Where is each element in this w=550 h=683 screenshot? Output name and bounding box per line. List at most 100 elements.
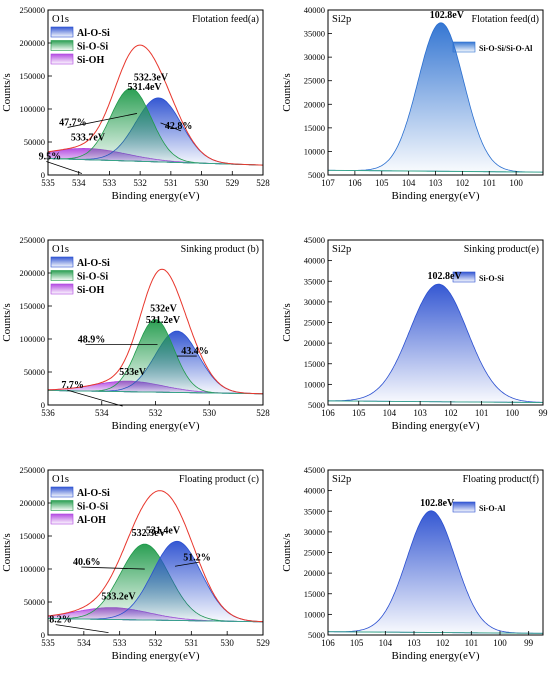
y-axis-label: Counts/s xyxy=(281,73,293,112)
y-tick-label: 5000 xyxy=(308,170,325,180)
panel-title: Sinking product (b) xyxy=(181,244,259,255)
y-tick-label: 0 xyxy=(41,400,45,410)
percent-leader-line xyxy=(67,389,123,407)
y-tick-label: 20000 xyxy=(304,99,325,109)
y-tick-label: 200000 xyxy=(20,498,46,508)
legend-entry: Si-O-Si/Si-O-Al xyxy=(479,44,533,53)
peak-position-label: 102.8eV xyxy=(427,271,462,282)
envelope-line xyxy=(48,268,264,395)
x-tick-label: 534 xyxy=(95,408,109,418)
y-tick-label: 200000 xyxy=(20,268,46,278)
x-tick-label: 100 xyxy=(506,408,520,418)
peak-position-label: 531.2eV xyxy=(146,315,181,326)
peak-percent-label: 43.4% xyxy=(181,346,209,357)
x-tick-label: 532 xyxy=(133,178,147,188)
percent-leader-line xyxy=(55,624,109,634)
y-tick-label: 15000 xyxy=(304,123,325,133)
panel-title: Flotation feed(d) xyxy=(472,14,539,25)
plot-frame xyxy=(47,9,264,176)
y-tick-label: 10000 xyxy=(304,146,325,156)
y-tick-label: 40000 xyxy=(304,5,325,15)
x-axis-label: Binding energy(eV) xyxy=(111,420,199,432)
core-level-label: Si2p xyxy=(332,244,351,255)
y-tick-label: 100000 xyxy=(20,104,46,114)
legend-entry: Si-O-Si xyxy=(479,274,505,283)
chart-panel-a: 535 534 533 532 531 530 529 528 0 50000 100000 1500… xyxy=(1,5,270,202)
y-tick-label: 25000 xyxy=(304,318,325,328)
peak-position-label: 531.4eV xyxy=(127,82,162,93)
x-tick-label: 106 xyxy=(321,638,335,648)
y-axis-label: Counts/s xyxy=(1,73,13,112)
envelope-line xyxy=(47,44,263,166)
peak-percent-label: 7.7% xyxy=(61,380,84,391)
legend-swatch xyxy=(50,26,74,38)
y-axis-label: Counts/s xyxy=(281,533,293,572)
x-tick-label: 531 xyxy=(164,178,178,188)
y-tick-label: 0 xyxy=(41,170,45,180)
y-tick-label: 0 xyxy=(41,630,45,640)
x-tick-label: 531 xyxy=(185,638,199,648)
peak-area-si-o-al xyxy=(328,510,544,634)
peak-position-label: 102.8eV xyxy=(420,498,455,509)
x-axis-label: Binding energy(eV) xyxy=(391,190,479,202)
legend-entry: Si-OH xyxy=(77,285,104,296)
x-tick-label: 102 xyxy=(444,408,458,418)
chart-panel-c: 535 534 533 532 531 530 529 0 50000 100000 150000 2… xyxy=(1,465,270,662)
x-tick-label: 535 xyxy=(41,638,55,648)
legend-swatch xyxy=(50,256,74,268)
peak-percent-label: 8.2% xyxy=(49,615,72,626)
x-tick-label: 103 xyxy=(413,408,427,418)
x-tick-label: 534 xyxy=(77,638,91,648)
legend-swatch xyxy=(50,486,74,498)
y-axis-label: Counts/s xyxy=(1,303,13,342)
legend-entry: Si-O-Si xyxy=(77,42,108,53)
percent-leader-line xyxy=(174,561,199,567)
percent-leader-line xyxy=(81,566,145,570)
y-tick-label: 10000 xyxy=(304,609,325,619)
x-axis-label: Binding energy(eV) xyxy=(111,190,199,202)
y-tick-label: 250000 xyxy=(20,5,46,15)
y-tick-label: 40000 xyxy=(304,486,325,496)
x-tick-label: 102 xyxy=(456,178,470,188)
x-tick-label: 104 xyxy=(402,178,416,188)
y-tick-label: 25000 xyxy=(304,76,325,86)
x-tick-label: 107 xyxy=(321,178,335,188)
panel-title: Flotation feed(a) xyxy=(192,14,259,25)
y-tick-label: 10000 xyxy=(304,379,325,389)
core-level-label: Si2p xyxy=(332,474,351,485)
x-tick-label: 530 xyxy=(195,178,209,188)
y-tick-label: 150000 xyxy=(20,71,46,81)
y-tick-label: 15000 xyxy=(304,589,325,599)
y-tick-label: 50000 xyxy=(24,137,45,147)
percent-leader-line xyxy=(67,113,138,128)
panel-title: Floating product (c) xyxy=(179,474,259,485)
peak-area-si-o-si xyxy=(327,283,544,403)
peak-position-label: 533.7eV xyxy=(71,133,106,144)
x-tick-label: 105 xyxy=(350,638,364,648)
legend-swatch xyxy=(50,500,74,511)
legend-entry: Al-O-Si xyxy=(77,258,110,269)
baseline-line xyxy=(47,158,264,166)
x-tick-label: 529 xyxy=(226,178,240,188)
y-tick-label: 100000 xyxy=(20,334,46,344)
peak-position-label: 533.2eV xyxy=(101,592,136,603)
x-tick-label: 528 xyxy=(256,408,270,418)
legend-entry: Si-O-Si xyxy=(77,272,108,283)
y-tick-label: 5000 xyxy=(308,400,325,410)
legend-swatch xyxy=(452,501,476,513)
panel-title: Sinking product(e) xyxy=(464,244,539,255)
percent-leader-line xyxy=(46,161,83,174)
x-tick-label: 103 xyxy=(407,638,421,648)
peak-position-label: 531.4eV xyxy=(146,525,181,536)
legend-swatch xyxy=(452,271,476,283)
x-tick-label: 102 xyxy=(436,638,450,648)
panel-title: Floating product(f) xyxy=(463,474,539,485)
legend-entry: Al-OH xyxy=(77,515,106,526)
legend-swatch xyxy=(50,270,74,281)
x-tick-label: 532 xyxy=(149,638,163,648)
y-tick-label: 30000 xyxy=(304,52,325,62)
percent-leader-line xyxy=(160,122,182,132)
chart-panel-b: 536 534 532 530 528 0 50000 100000 150000 200000 2… xyxy=(1,235,270,432)
y-tick-label: 150000 xyxy=(20,301,46,311)
core-level-label: Si2p xyxy=(332,14,351,25)
